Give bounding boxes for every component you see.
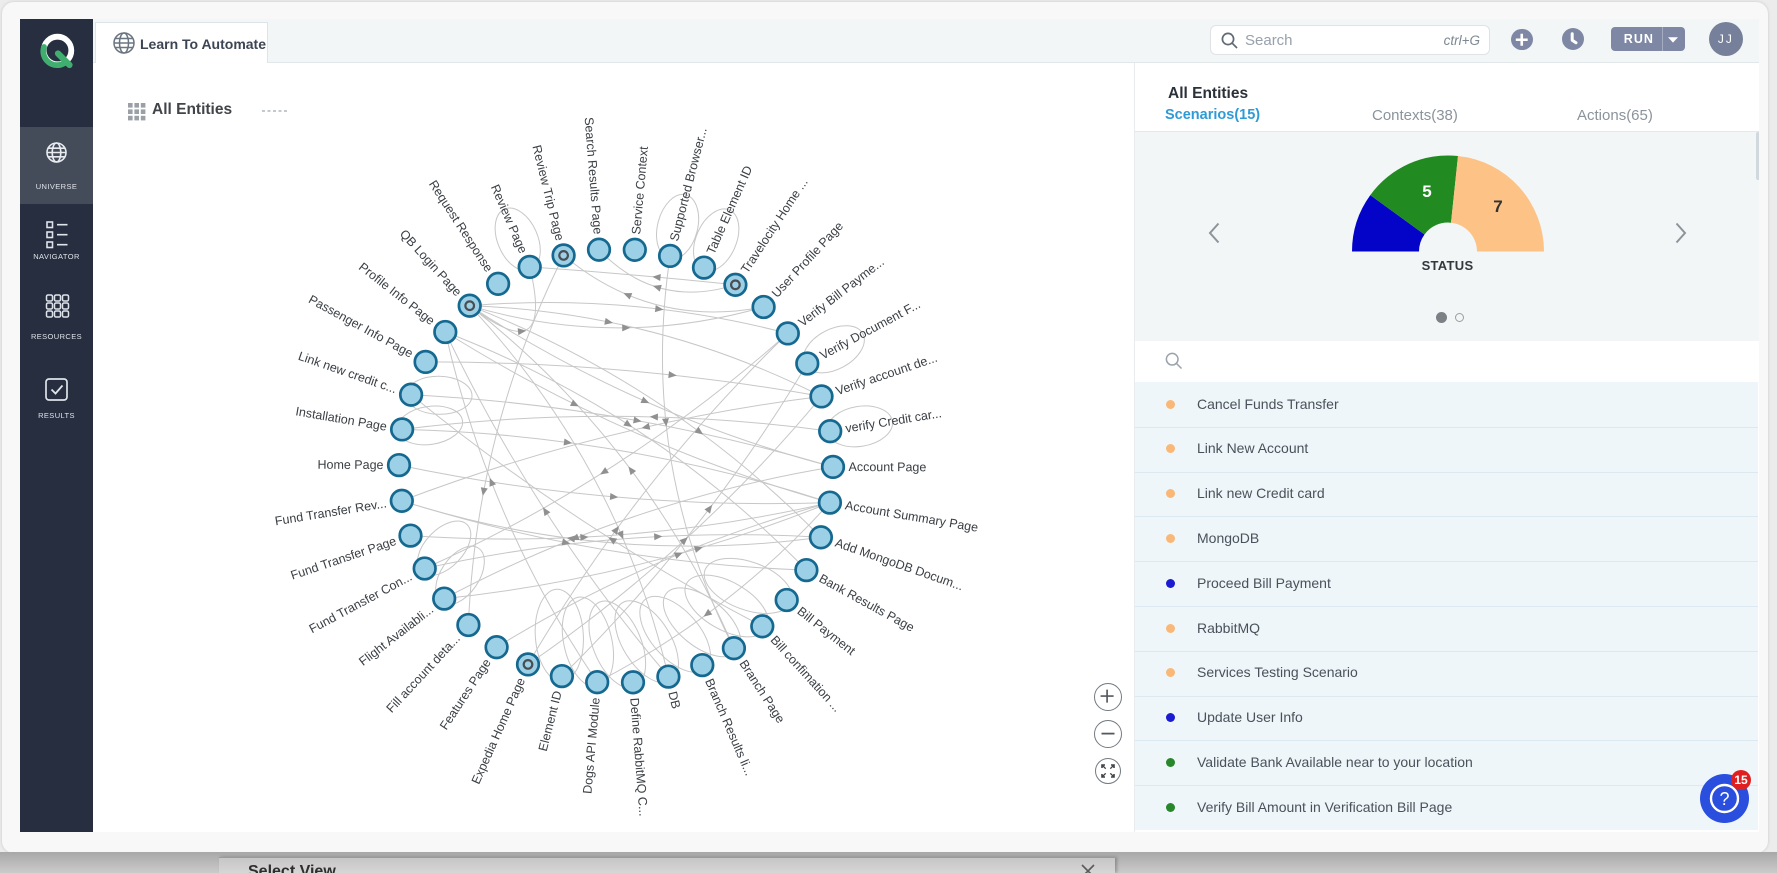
svg-text:Supported Browser...: Supported Browser... — [667, 126, 710, 243]
svg-text:?: ? — [1719, 789, 1729, 809]
svg-text:Account Summary Page: Account Summary Page — [844, 498, 979, 535]
svg-text:Review Trip Page: Review Trip Page — [529, 144, 566, 242]
svg-text:verify Credit car...: verify Credit car... — [844, 406, 942, 435]
svg-text:Add MongoDB Docum...: Add MongoDB Docum... — [833, 536, 965, 594]
svg-text:Branch Results li...: Branch Results li... — [702, 677, 756, 778]
svg-text:Bill Payment: Bill Payment — [795, 604, 859, 658]
svg-text:Expedia Home Page: Expedia Home Page — [469, 676, 528, 787]
svg-text:Verify account de...: Verify account de... — [834, 351, 939, 398]
svg-text:Fund Transfer Page: Fund Transfer Page — [289, 534, 398, 583]
svg-text:DB: DB — [665, 690, 683, 710]
svg-text:Flight Availabli...: Flight Availabli... — [356, 602, 436, 668]
svg-text:Account Page: Account Page — [848, 460, 926, 474]
svg-text:Dogs API Module: Dogs API Module — [580, 697, 602, 794]
svg-text:QB Login Page: QB Login Page — [397, 227, 465, 299]
svg-text:Element ID: Element ID — [536, 689, 565, 752]
svg-text:Home Page: Home Page — [317, 458, 383, 472]
svg-text:Link new credit c...: Link new credit c... — [296, 349, 398, 396]
svg-text:Branch Page: Branch Page — [737, 657, 788, 725]
svg-text:Define RabbitMQ C...: Define RabbitMQ C... — [627, 697, 650, 817]
svg-text:Review Page: Review Page — [488, 182, 530, 255]
svg-text:Profile Info Page: Profile Info Page — [356, 260, 437, 328]
svg-text:Installation Page: Installation Page — [295, 404, 389, 433]
svg-text:Bill confimation ...: Bill confimation ... — [768, 633, 844, 715]
svg-text:Features Page: Features Page — [437, 656, 494, 732]
svg-text:5: 5 — [1422, 182, 1431, 201]
svg-text:7: 7 — [1493, 197, 1502, 216]
svg-text:Table Element ID: Table Element ID — [704, 164, 755, 257]
svg-text:Fund Transfer Rev...: Fund Transfer Rev... — [274, 496, 388, 528]
svg-text:Service Context: Service Context — [629, 145, 651, 235]
svg-text:Search Results Page: Search Results Page — [582, 117, 605, 235]
